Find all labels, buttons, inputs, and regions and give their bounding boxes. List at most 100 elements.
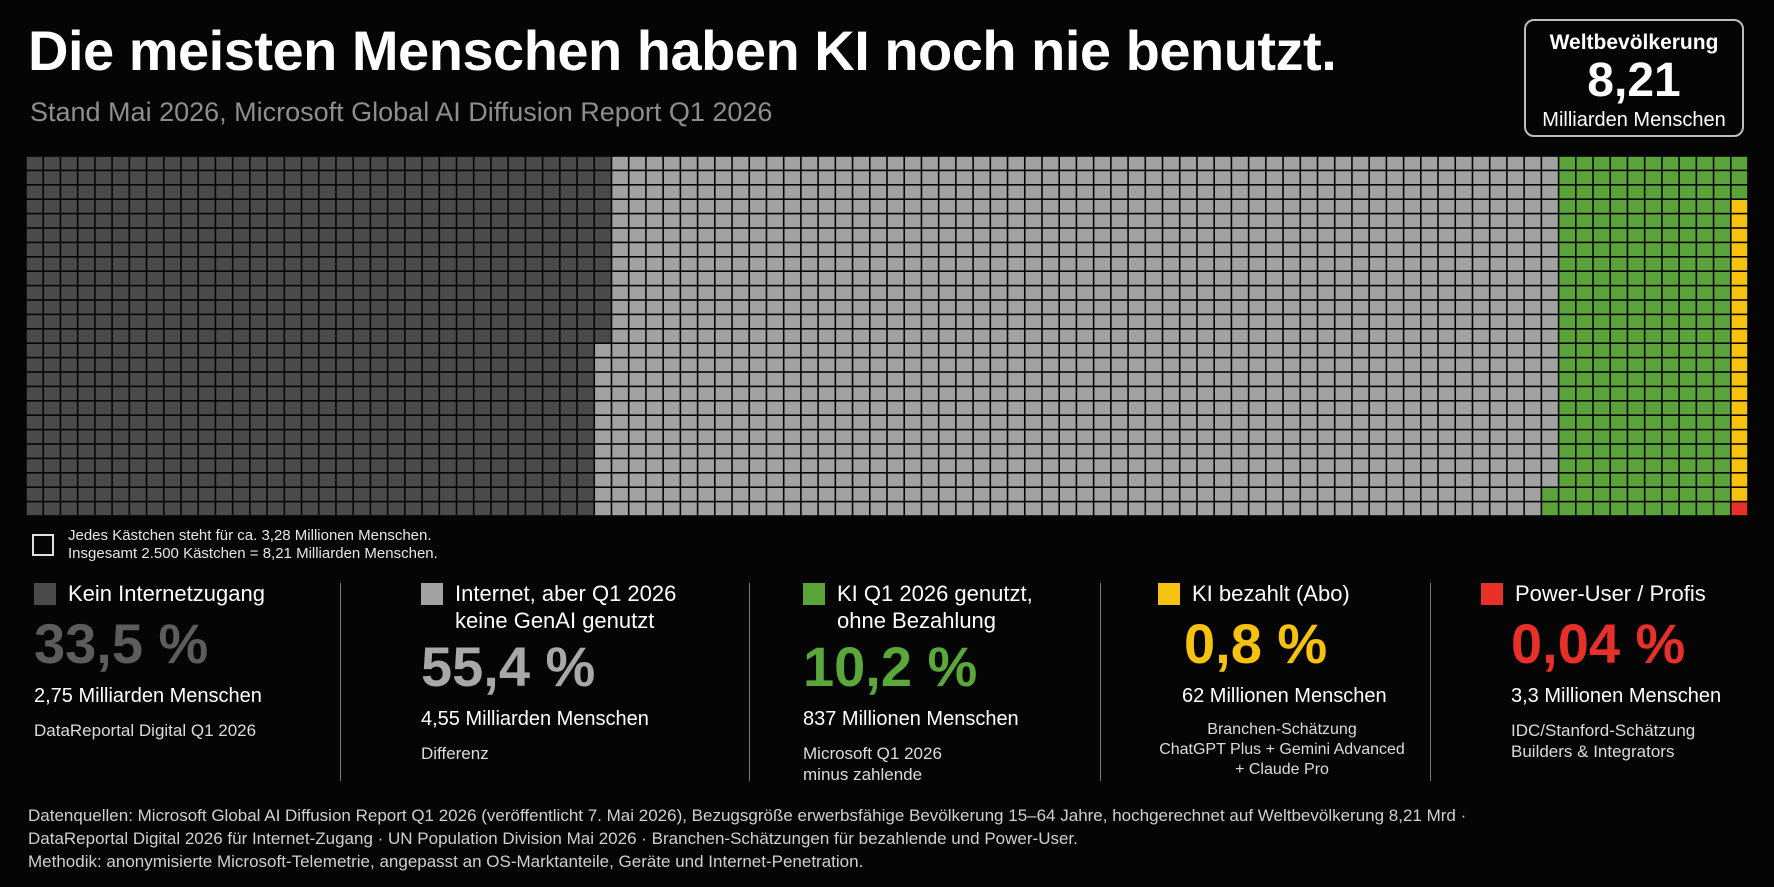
waffle-square-2 bbox=[1404, 286, 1421, 300]
waffle-square-1 bbox=[44, 344, 60, 357]
waffle-square-3 bbox=[1697, 329, 1713, 343]
waffle-square-1 bbox=[112, 488, 129, 501]
waffle-square-1 bbox=[526, 502, 542, 516]
waffle-square-2 bbox=[853, 387, 869, 400]
waffle-square-1 bbox=[26, 257, 43, 271]
waffle-square-3 bbox=[1662, 488, 1679, 501]
waffle-square-1 bbox=[285, 502, 301, 516]
waffle-square-2 bbox=[1421, 416, 1438, 429]
waffle-square-2 bbox=[1473, 200, 1489, 213]
waffle-square-2 bbox=[956, 300, 973, 314]
waffle-square-1 bbox=[95, 430, 112, 444]
waffle-square-3 bbox=[1593, 372, 1610, 386]
waffle-square-2 bbox=[1180, 502, 1197, 516]
waffle-square-2 bbox=[801, 459, 818, 472]
waffle-square-1 bbox=[112, 272, 129, 285]
waffle-square-2 bbox=[1008, 329, 1024, 343]
waffle-square-2 bbox=[956, 171, 973, 184]
waffle-square-1 bbox=[164, 416, 181, 429]
waffle-square-2 bbox=[1266, 286, 1283, 300]
waffle-square-2 bbox=[681, 344, 697, 357]
waffle-square-3 bbox=[1697, 228, 1713, 242]
waffle-square-2 bbox=[1094, 358, 1111, 372]
waffle-square-1 bbox=[491, 200, 508, 213]
waffle-square-1 bbox=[405, 344, 422, 357]
waffle-square-2 bbox=[1025, 300, 1042, 314]
waffle-square-2 bbox=[681, 257, 697, 271]
waffle-square-2 bbox=[973, 387, 990, 400]
waffle-square-3 bbox=[1679, 315, 1696, 328]
waffle-square-2 bbox=[870, 401, 887, 415]
waffle-square-2 bbox=[870, 156, 887, 170]
waffle-square-2 bbox=[1180, 272, 1197, 285]
waffle-square-2 bbox=[1180, 459, 1197, 472]
waffle-square-1 bbox=[130, 272, 146, 285]
waffle-square-1 bbox=[181, 473, 198, 487]
waffle-square-1 bbox=[285, 214, 301, 228]
waffle-square-2 bbox=[784, 315, 801, 328]
waffle-square-1 bbox=[147, 185, 163, 199]
waffle-square-2 bbox=[853, 300, 869, 314]
waffle-square-2 bbox=[1128, 344, 1145, 357]
waffle-square-3 bbox=[1662, 315, 1679, 328]
waffle-square-3 bbox=[1714, 156, 1730, 170]
waffle-square-2 bbox=[1042, 387, 1059, 400]
waffle-square-2 bbox=[1421, 444, 1438, 458]
waffle-square-1 bbox=[353, 344, 370, 357]
waffle-square-1 bbox=[267, 200, 284, 213]
waffle-square-4 bbox=[1731, 200, 1748, 213]
waffle-square-2 bbox=[1094, 286, 1111, 300]
waffle-square-2 bbox=[1042, 156, 1059, 170]
waffle-square-2 bbox=[818, 502, 835, 516]
waffle-square-1 bbox=[44, 444, 60, 458]
waffle-square-2 bbox=[1404, 473, 1421, 487]
waffle-square-2 bbox=[1301, 315, 1317, 328]
waffle-square-2 bbox=[1524, 185, 1541, 199]
waffle-square-1 bbox=[199, 214, 215, 228]
waffle-square-1 bbox=[164, 459, 181, 472]
waffle-square-1 bbox=[26, 444, 43, 458]
population-unit: Milliarden Menschen bbox=[1542, 109, 1726, 131]
waffle-square-2 bbox=[1283, 300, 1300, 314]
waffle-square-1 bbox=[61, 488, 77, 501]
waffle-square-2 bbox=[646, 300, 663, 314]
waffle-square-2 bbox=[956, 286, 973, 300]
waffle-square-2 bbox=[1335, 430, 1352, 444]
waffle-square-2 bbox=[767, 156, 783, 170]
waffle-square-2 bbox=[1507, 185, 1524, 199]
waffle-square-2 bbox=[1283, 488, 1300, 501]
waffle-square-3 bbox=[1697, 286, 1713, 300]
waffle-square-2 bbox=[1249, 416, 1266, 429]
waffle-square-1 bbox=[44, 214, 60, 228]
waffle-square-2 bbox=[646, 344, 663, 357]
waffle-square-3 bbox=[1576, 416, 1593, 429]
waffle-square-2 bbox=[629, 214, 646, 228]
waffle-square-1 bbox=[216, 430, 232, 444]
waffle-square-3 bbox=[1645, 430, 1662, 444]
waffle-square-2 bbox=[1473, 171, 1489, 184]
waffle-square-1 bbox=[130, 488, 146, 501]
waffle-square-2 bbox=[1352, 329, 1369, 343]
waffle-square-2 bbox=[1438, 444, 1455, 458]
waffle-square-1 bbox=[267, 387, 284, 400]
waffle-square-1 bbox=[26, 272, 43, 285]
waffle-square-3 bbox=[1662, 300, 1679, 314]
waffle-square-1 bbox=[543, 243, 560, 256]
waffle-square-2 bbox=[1180, 358, 1197, 372]
waffle-square-2 bbox=[1283, 459, 1300, 472]
waffle-square-1 bbox=[491, 315, 508, 328]
waffle-square-2 bbox=[939, 286, 956, 300]
waffle-square-1 bbox=[560, 387, 577, 400]
waffle-square-2 bbox=[801, 473, 818, 487]
waffle-square-1 bbox=[44, 185, 60, 199]
waffle-square-1 bbox=[112, 358, 129, 372]
waffle-square-1 bbox=[560, 488, 577, 501]
waffle-square-1 bbox=[267, 444, 284, 458]
waffle-square-2 bbox=[1128, 286, 1145, 300]
waffle-square-2 bbox=[1438, 372, 1455, 386]
waffle-square-1 bbox=[353, 272, 370, 285]
waffle-square-2 bbox=[715, 156, 732, 170]
waffle-square-1 bbox=[78, 257, 95, 271]
waffle-square-2 bbox=[818, 416, 835, 429]
waffle-square-3 bbox=[1559, 243, 1575, 256]
